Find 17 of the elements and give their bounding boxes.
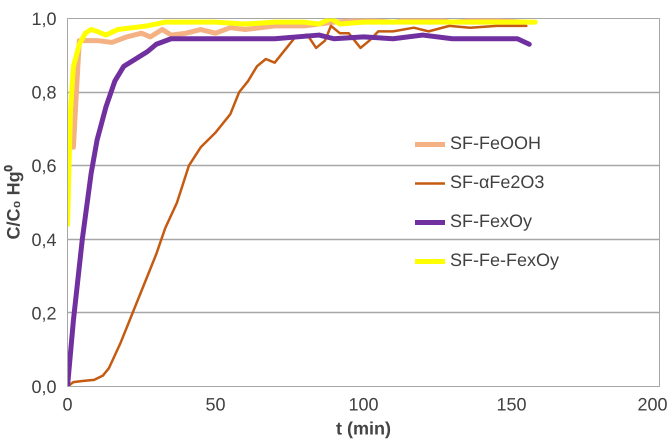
legend-label: SF-Fe-FexOy [450, 250, 559, 271]
x-tick-label: 150 [496, 394, 527, 414]
y-tick-label: 0,4 [31, 230, 57, 250]
x-axis-title: t (min) [336, 418, 391, 438]
x-tick-label: 200 [637, 394, 667, 414]
legend-label: SF-FexOy [450, 211, 532, 232]
y-axis-title: C/C₀ Hg⁰ [3, 164, 24, 240]
x-tick-label: 50 [205, 394, 226, 414]
y-tick-label: 0,0 [31, 377, 57, 397]
x-tick-label: 0 [62, 394, 73, 414]
legend-label: SF-FeOOH [450, 133, 541, 154]
legend-label: SF-αFe2O3 [450, 172, 544, 193]
y-tick-label: 0,2 [31, 303, 57, 324]
y-tick-label: 0,6 [31, 156, 57, 176]
x-tick-label: 100 [348, 394, 379, 414]
y-tick-label: 0,8 [31, 82, 57, 103]
y-tick-label: 1,0 [31, 9, 57, 29]
